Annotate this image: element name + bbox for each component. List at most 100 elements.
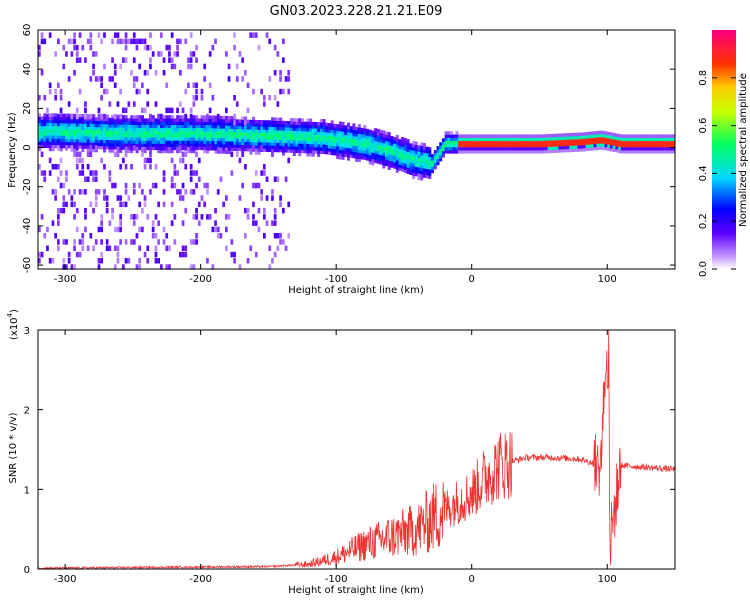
spectrogram-cell [124, 201, 128, 208]
spectrogram-cell [474, 137, 478, 142]
spectrogram-cell [184, 137, 188, 141]
spectrogram-cell [116, 151, 120, 157]
spectrogram-cell [268, 142, 272, 146]
spectrogram-cell [119, 136, 123, 141]
spectrogram-cell [100, 130, 104, 134]
spectrogram-cell [179, 157, 182, 164]
spectrogram-cell [580, 132, 584, 136]
spectrogram-cell [143, 107, 147, 114]
spectrogram-cell [647, 140, 651, 145]
spectrogram-cell [103, 142, 107, 147]
spectrogram-cell [225, 245, 228, 251]
spectrogram-cell [195, 127, 199, 132]
spectrogram-cell [89, 38, 93, 45]
spectrogram-cell [444, 140, 448, 145]
spectrogram-cell [151, 134, 155, 138]
spectrogram-cell [282, 120, 285, 125]
spectrogram-cell [211, 124, 215, 129]
spectrogram-cell [292, 130, 296, 135]
y-tick-label: -20 [22, 179, 33, 195]
spectrogram-cell [48, 82, 52, 88]
spectrogram-cell [363, 147, 367, 151]
spectrogram-cell [577, 138, 581, 143]
spectrogram-cell [130, 115, 134, 119]
spectrogram-cell [173, 137, 177, 141]
spectrogram-cell [81, 145, 85, 149]
spectrogram-cell [479, 150, 483, 154]
spectrogram-cell [450, 147, 453, 151]
spectrogram-cell [336, 136, 340, 141]
spectrogram-cell [623, 134, 627, 138]
spectrogram-cell [195, 130, 199, 135]
spectrogram-cell [577, 132, 581, 137]
spectrogram-cell [38, 125, 41, 130]
spectrogram-cell [338, 124, 342, 129]
spectrogram-cell [206, 137, 210, 141]
spectrogram-cell [127, 118, 131, 122]
spectrogram-cell [615, 136, 619, 140]
spectrogram-cell [422, 158, 426, 163]
spectrogram-cell [572, 142, 575, 146]
spectrogram-cell [273, 120, 277, 124]
spectrogram-cell [157, 146, 161, 151]
spectrogram-cell [363, 125, 367, 129]
spectrogram-cell [244, 132, 247, 136]
spectrogram-cell [40, 125, 44, 130]
spectrogram-cell [336, 146, 340, 150]
spectrogram-cell [244, 129, 247, 133]
spectrogram-cell [455, 134, 459, 138]
spectrogram-cell [208, 128, 212, 132]
spectrogram-cell [92, 176, 95, 182]
spectrogram-cell [631, 134, 635, 138]
spectrogram-cell [550, 143, 554, 147]
spectrogram-cell [176, 38, 179, 45]
spectrogram-cell [390, 148, 394, 152]
spectrogram-cell [111, 127, 115, 131]
spectrogram-cell [517, 150, 521, 154]
spectrogram-cell [525, 150, 529, 154]
spectrogram-cell [84, 214, 87, 220]
spectrogram-cell [406, 170, 410, 174]
spectrogram-cell [75, 151, 79, 157]
spectrogram-cell [618, 140, 622, 144]
spectrogram-cell [623, 143, 627, 148]
spectrogram-cell [303, 127, 307, 132]
spectrogram-cell [151, 124, 155, 129]
spectrogram-cell [303, 137, 307, 141]
spectrogram-cell [355, 142, 359, 147]
spectrogram-cell [509, 137, 513, 142]
spectrogram-cell [119, 195, 122, 201]
spectrogram-cell [360, 152, 364, 157]
spectrogram-cell [474, 140, 478, 145]
spectrogram-cell [111, 133, 115, 137]
spectrogram-cell [506, 134, 510, 138]
spectrogram-cell [119, 164, 122, 170]
spectrogram-cell [73, 116, 77, 121]
spectrogram-cell [347, 132, 350, 136]
spectrogram-cell [238, 135, 242, 139]
spectrogram-cell [81, 233, 85, 239]
spectrogram-cell [523, 147, 527, 151]
spectrogram-cell [81, 123, 85, 127]
spectrogram-cell [165, 115, 169, 119]
spectrogram-cell [227, 122, 231, 126]
spectrogram-cell [249, 144, 253, 149]
spectrogram-cell [151, 143, 155, 147]
spectrogram-cell [62, 132, 66, 136]
spectrogram-cell [477, 147, 481, 151]
spectrogram-cell [626, 147, 630, 151]
spectrogram-cell [216, 143, 220, 148]
spectrogram-cell [141, 207, 144, 214]
spectrogram-cell [84, 132, 88, 137]
spectrogram-cell [100, 120, 104, 125]
spectrogram-cell [70, 129, 74, 133]
spectrogram-cell [165, 118, 169, 122]
spectrogram-cell [192, 214, 196, 220]
spectrogram-cell [263, 145, 266, 149]
spectrogram-cell [496, 143, 500, 148]
spectrogram-cell [271, 126, 275, 131]
spectrogram-cell [300, 121, 304, 125]
spectrogram-cell [62, 144, 66, 149]
spectrogram-cell [130, 143, 134, 147]
y-tick-label: 3 [24, 326, 30, 337]
